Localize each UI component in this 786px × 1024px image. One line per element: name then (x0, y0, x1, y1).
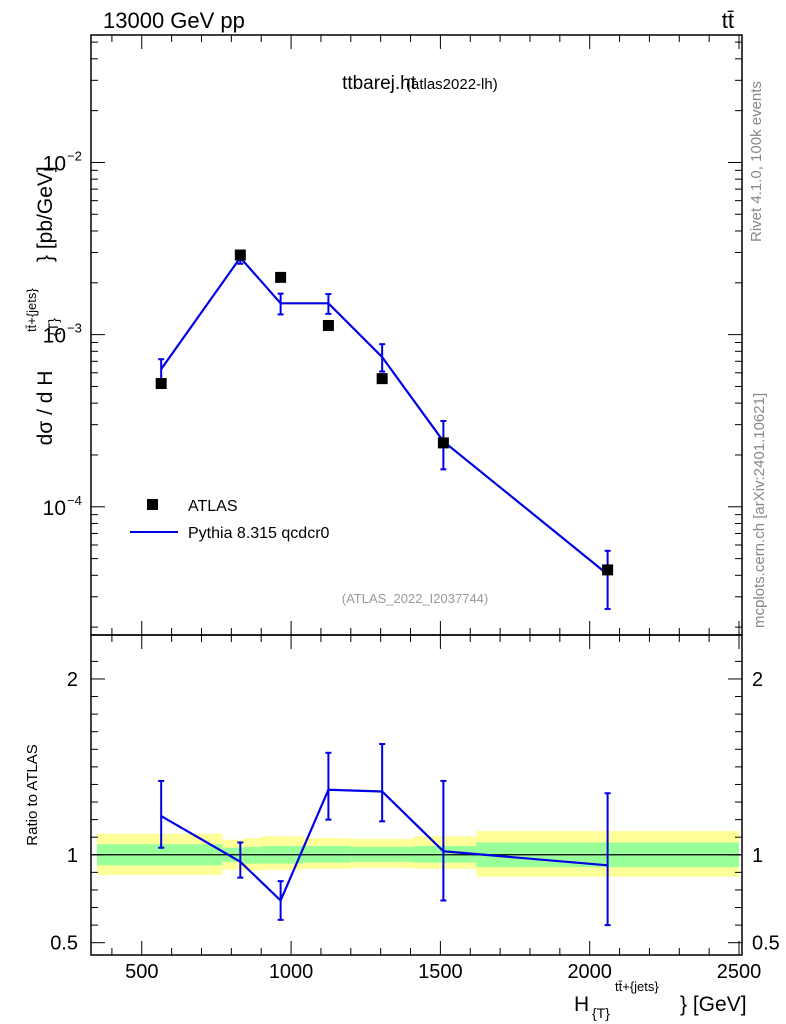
x-tick-label: 2000 (567, 961, 612, 983)
main-y-tick-exponent: −4 (67, 493, 82, 508)
ratio-panel: 0.5 0.5 1 1 2 2 (50, 634, 780, 956)
main-ylabel-sup: tt̄+{jets} (24, 288, 39, 332)
ratio-y-tick-label: 0.5 (50, 933, 78, 955)
ratio-y-tick-label-right: 1 (752, 845, 763, 867)
plot-title-text: ttbarej.ht (342, 73, 417, 94)
x-label-main: H (574, 993, 589, 1016)
ratio-axis-ticks: 0.5 0.5 1 1 2 2 (50, 635, 780, 955)
svg-text:dσ / d H: dσ / d H (34, 371, 57, 446)
x-axis-label: H {T} tt̄+{jets} } [GeV] (574, 979, 747, 1021)
data-point (322, 319, 334, 331)
data-point (376, 373, 388, 385)
legend-mc-label: Pythia 8.315 qcdcr0 (188, 525, 330, 542)
legend: ATLAS Pythia 8.315 qcdcr0 (130, 498, 330, 542)
plot-title: ttbarej.ht (342, 73, 417, 94)
main-ylabel-main: dσ / d H (34, 371, 57, 446)
data-point (155, 378, 167, 390)
main-axis-ticks: 10−210−310−4 (43, 35, 742, 635)
data-series-main (155, 249, 614, 576)
ratio-y-tick-label: 2 (67, 669, 78, 691)
x-tick-label: 1000 (269, 961, 314, 983)
x-label-sub: {T} (592, 1005, 610, 1021)
x-tick-label: 500 (125, 961, 158, 983)
ratio-y-tick-label-right: 2 (752, 669, 763, 691)
main-ylabel-sub: {T} (45, 318, 61, 336)
x-tick-label: 1500 (418, 961, 463, 983)
ratio-y-tick-label: 1 (67, 845, 78, 867)
process-label: tt̄ (722, 8, 734, 33)
data-point (275, 271, 287, 283)
main-ylabel-unit: } [pb/GeV] (34, 166, 57, 262)
mc-series-main (158, 251, 611, 610)
mc-series-ratio (158, 743, 611, 927)
x-label-unit: } [GeV] (680, 993, 747, 1016)
data-point (234, 249, 246, 261)
rivet-label: Rivet 4.1.0, 100k events (748, 81, 765, 242)
plot-subtitle: (atlas2022-lh) (406, 76, 498, 93)
analysis-tag: (ATLAS_2022_I2037744) (342, 591, 488, 606)
legend-data-marker (147, 499, 158, 510)
main-frame (90, 34, 743, 636)
main-y-tick-exponent: −2 (67, 148, 82, 163)
main-ylabel: dσ / d H {T} tt̄+{jets} } [pb/GeV] (24, 166, 61, 445)
main-y-tick-exponent: −3 (67, 321, 82, 336)
ratio-y-tick-label-right: 0.5 (752, 933, 780, 955)
energy-label: 13000 GeV pp (103, 8, 245, 33)
main-y-tick-label: 10 (43, 152, 66, 175)
x-label-sup: tt̄+{jets} (615, 979, 659, 994)
data-point (602, 564, 614, 576)
main-y-tick-label: 10 (43, 497, 66, 520)
main-y-tick-label: 10 (43, 325, 66, 348)
legend-data-label: ATLAS (188, 498, 238, 515)
ratio-frame (90, 634, 743, 956)
x-tick-labels: 500 1000 1500 2000 2500 (125, 961, 761, 983)
data-point (437, 437, 449, 449)
ratio-uncertainty-bands (96, 831, 740, 877)
ratio-ylabel: Ratio to ATLAS (24, 744, 41, 845)
x-tick-label: 2500 (717, 961, 762, 983)
mcplots-label: mcplots.cern.ch [arXiv:2401.10621] (751, 393, 768, 628)
main-panel: 10−210−310−4 (43, 34, 743, 636)
